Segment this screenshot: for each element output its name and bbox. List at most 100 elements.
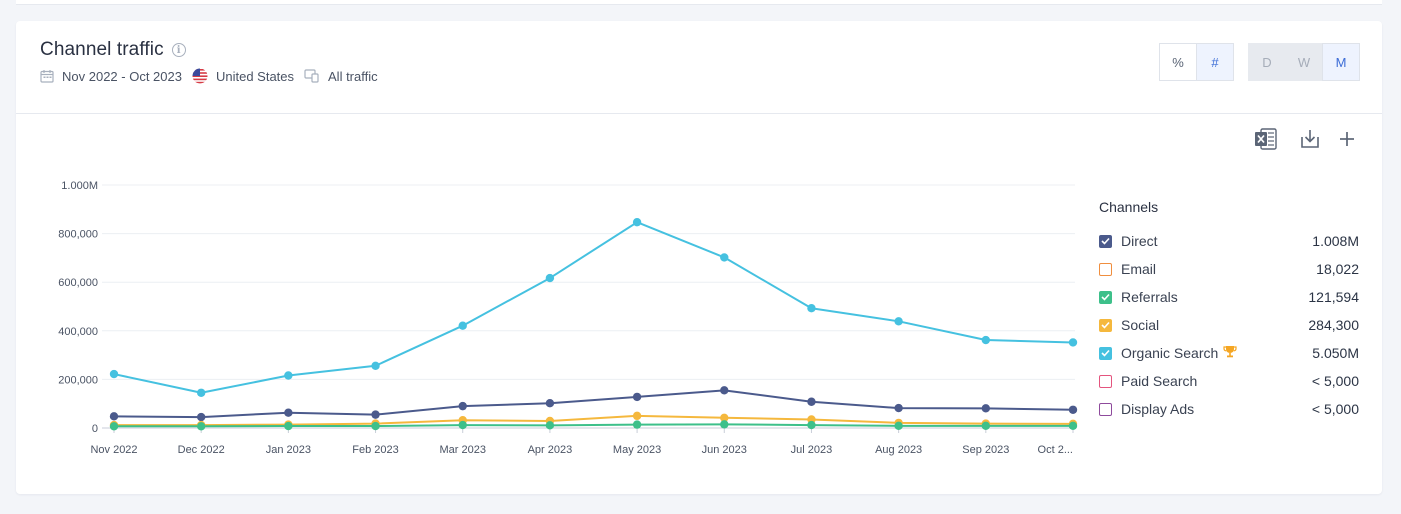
- series-line: [113, 221, 1074, 394]
- page-title: Channel traffic: [40, 39, 164, 60]
- x-tick-label: Aug 2023: [875, 444, 922, 456]
- data-point: [196, 388, 206, 397]
- x-tick-label: May 2023: [613, 444, 661, 456]
- y-tick-label: 800,000: [58, 229, 98, 241]
- traffic-type-filter[interactable]: All traffic: [304, 69, 378, 84]
- data-point: [371, 361, 380, 370]
- x-tick-label: Oct 2...: [1038, 444, 1073, 456]
- legend-item[interactable]: Paid Search < 5,000: [1099, 367, 1359, 395]
- country-filter[interactable]: United States: [192, 68, 294, 84]
- card-header: Channel traffic i Nov 2022 - Oct 2023: [16, 21, 1382, 114]
- date-range-filter[interactable]: Nov 2022 - Oct 2023: [40, 69, 182, 84]
- number-toggle[interactable]: #: [1196, 43, 1234, 81]
- legend-item-label: Direct: [1121, 233, 1312, 249]
- legend-item-value: < 5,000: [1311, 401, 1359, 417]
- data-point: [632, 411, 642, 421]
- data-point: [545, 273, 555, 283]
- legend-item-name: Organic Search: [1121, 345, 1219, 361]
- legend-item-value: 121,594: [1308, 289, 1359, 305]
- unchecked-checkbox-icon[interactable]: [1099, 374, 1112, 388]
- add-icon[interactable]: [1337, 128, 1357, 150]
- legend-item[interactable]: Social 284,300: [1099, 311, 1359, 339]
- download-icon[interactable]: [1299, 128, 1321, 150]
- percent-toggle[interactable]: %: [1159, 43, 1197, 81]
- legend-item[interactable]: Organic Search 5.050M: [1099, 339, 1359, 367]
- y-tick-label: 600,000: [58, 277, 98, 289]
- legend-item[interactable]: Referrals 121,594: [1099, 283, 1359, 311]
- data-point: [894, 403, 903, 413]
- x-tick-label: Feb 2023: [352, 444, 398, 456]
- data-point: [807, 397, 816, 406]
- checked-checkbox-icon[interactable]: [1099, 290, 1112, 304]
- title-row: Channel traffic i: [40, 39, 186, 61]
- metric-toggle: % #: [1159, 43, 1234, 81]
- legend-item-value: 18,022: [1316, 261, 1359, 277]
- data-point: [109, 422, 119, 431]
- legend-item-value: 5.050M: [1312, 345, 1359, 361]
- legend-item-label: Display Ads: [1121, 401, 1312, 417]
- data-point: [894, 421, 903, 431]
- data-point: [196, 412, 206, 422]
- weekly-toggle[interactable]: W: [1285, 43, 1323, 81]
- channel-traffic-line-chart: 0 200,000 400,000 600,000 800,000 1.000M Nov 2…: [58, 180, 1078, 456]
- legend-item[interactable]: Email 18,022: [1099, 255, 1359, 283]
- legend-item[interactable]: Direct 1.008M: [1099, 227, 1359, 255]
- legend-item-name: Display Ads: [1121, 401, 1195, 417]
- data-point: [1068, 338, 1078, 347]
- x-tick-label: Jul 2023: [791, 444, 833, 456]
- data-point: [1068, 421, 1078, 431]
- x-tick-label: Apr 2023: [528, 444, 573, 456]
- data-point: [284, 408, 293, 417]
- monthly-toggle[interactable]: M: [1322, 43, 1360, 81]
- y-tick-label: 400,000: [58, 326, 98, 338]
- data-point: [1068, 405, 1078, 414]
- data-point: [720, 386, 729, 395]
- data-point: [894, 317, 903, 326]
- legend-item-label: Email: [1121, 261, 1316, 277]
- y-tick-label: 200,000: [58, 374, 98, 386]
- data-point: [981, 335, 991, 345]
- trophy-icon: [1223, 345, 1237, 361]
- data-point: [458, 321, 467, 330]
- legend-item[interactable]: Display Ads < 5,000: [1099, 395, 1359, 423]
- calendar-icon: [40, 70, 54, 83]
- x-tick-label: Dec 2022: [178, 444, 225, 456]
- unchecked-checkbox-icon[interactable]: [1099, 402, 1112, 416]
- legend-item-label: Paid Search: [1121, 373, 1312, 389]
- checked-checkbox-icon[interactable]: [1099, 318, 1112, 332]
- series-line: [114, 414, 1074, 427]
- country-label: United States: [215, 68, 295, 84]
- channels-legend: Channels Direct 1.008M Email 18,022 Referral…: [1099, 199, 1359, 423]
- unchecked-checkbox-icon[interactable]: [1099, 262, 1112, 276]
- legend-item-name: Paid Search: [1121, 373, 1198, 389]
- x-tick-label: Jan 2023: [266, 444, 311, 456]
- data-point: [720, 420, 729, 429]
- legend-item-name: Email: [1121, 261, 1157, 277]
- series-line: [114, 423, 1073, 428]
- data-point: [545, 421, 555, 430]
- data-point: [981, 421, 991, 431]
- daily-toggle[interactable]: D: [1248, 43, 1286, 81]
- x-tick-label: Nov 2022: [90, 444, 137, 456]
- legend-item-name: Referrals: [1121, 289, 1178, 305]
- filter-meta-row: Nov 2022 - Oct 2023 United States: [40, 68, 388, 84]
- data-point: [807, 420, 816, 430]
- granularity-toggle: D W M: [1248, 43, 1360, 81]
- data-point: [458, 401, 467, 411]
- excel-export-icon[interactable]: [1254, 128, 1278, 150]
- checked-checkbox-icon[interactable]: [1099, 346, 1112, 360]
- data-point: [109, 412, 119, 421]
- channel-traffic-card: Channel traffic i Nov 2022 - Oct 2023: [16, 21, 1382, 494]
- data-point: [371, 421, 380, 431]
- legend-item-name: Social: [1121, 317, 1160, 333]
- data-point: [720, 413, 729, 422]
- data-point: [632, 420, 642, 429]
- data-point: [632, 392, 642, 402]
- checked-checkbox-icon[interactable]: [1099, 234, 1112, 248]
- info-icon[interactable]: i: [171, 43, 186, 57]
- chart-area: 0 200,000 400,000 600,000 800,000 1.000M Nov 2…: [32, 180, 1092, 476]
- top-card-edge: [16, 0, 1382, 5]
- data-point: [632, 217, 642, 227]
- legend-item-name: Direct: [1121, 233, 1158, 249]
- data-point: [720, 253, 729, 262]
